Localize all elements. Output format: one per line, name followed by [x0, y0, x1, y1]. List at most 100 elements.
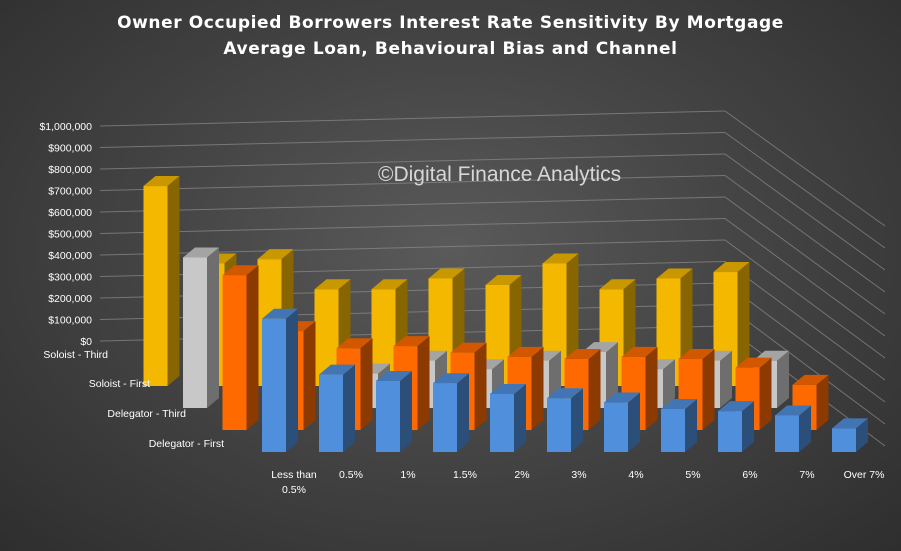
gridline-side [724, 261, 886, 381]
bar-side [474, 342, 487, 430]
bar-side [400, 371, 412, 452]
gridline-side [724, 110, 886, 227]
bar [718, 401, 754, 452]
bar-top [393, 336, 430, 347]
category-label: 1% [400, 469, 415, 481]
bar [713, 262, 750, 386]
gridline [99, 153, 726, 170]
y-tick-label: $100,000 [48, 315, 92, 327]
bar-side [685, 399, 697, 452]
y-tick-label: $900,000 [48, 143, 92, 155]
bar-side [531, 346, 544, 430]
bar [490, 383, 526, 452]
bar-front [661, 409, 685, 452]
bar-side [645, 346, 658, 430]
category-label: 1.5% [453, 469, 477, 481]
bar-top [319, 364, 355, 375]
bar-front [832, 428, 856, 452]
category-label: 0.5% [339, 469, 363, 481]
gridline-side [724, 132, 886, 249]
bar-top [656, 268, 693, 279]
bar-top [450, 342, 487, 353]
bar-top [376, 371, 412, 382]
bar-front [222, 275, 247, 430]
series-label: Soloist - First [89, 378, 150, 390]
bar-top [222, 265, 259, 276]
y-axis: $0 $100,000 $200,000 $300,000 $400,000 $500,0… [39, 121, 92, 348]
bar [832, 418, 868, 452]
gridline [99, 175, 726, 191]
bar-top [183, 247, 219, 258]
bar-top [661, 399, 697, 409]
bar-top [490, 383, 526, 394]
gridline [99, 196, 726, 213]
bar-side [606, 342, 618, 408]
bar-front [547, 398, 571, 452]
category-label: Less than [271, 469, 317, 481]
gridline-side [724, 239, 886, 359]
bar-side [816, 374, 829, 430]
series-label: Delegator - First [149, 438, 224, 450]
bars [143, 176, 868, 452]
bar [433, 373, 469, 452]
gridline [99, 218, 726, 234]
bar-front [433, 383, 457, 452]
bar-side [167, 176, 180, 386]
series-labels: Soloist - Third Soloist - First Delegator … [43, 349, 224, 450]
bar-top [547, 388, 583, 399]
bar [183, 247, 219, 408]
chart-title-line-1: Owner Occupied Borrowers Interest Rate S… [117, 13, 784, 33]
bar-side [286, 308, 298, 452]
bar-side [246, 265, 259, 430]
bar-top [678, 349, 715, 360]
bar-front [376, 381, 400, 452]
bar-front [183, 257, 207, 408]
y-tick-label: $300,000 [48, 272, 92, 284]
bar-top [262, 308, 298, 319]
category-label: 4% [628, 469, 643, 481]
bar-top [718, 401, 754, 412]
bar-side [856, 418, 868, 452]
gridline-side [724, 218, 886, 337]
bar [143, 176, 180, 386]
gridline-side [724, 153, 886, 271]
bar-side [343, 364, 355, 452]
category-label: 7% [799, 469, 814, 481]
bar-top [485, 274, 522, 285]
bar [319, 364, 355, 452]
bar-top [735, 357, 772, 368]
bar-front [143, 186, 168, 386]
bar-front [319, 374, 343, 452]
bar-top [621, 346, 658, 357]
gridline-side [724, 196, 886, 315]
gridline-side [724, 175, 886, 293]
category-label: Over 7% [844, 469, 885, 481]
y-tick-label: $800,000 [48, 164, 92, 176]
bar-front [604, 402, 628, 452]
bar-side [207, 247, 219, 408]
bar-front [775, 415, 799, 452]
bar-front [490, 393, 514, 452]
bar-top [792, 374, 829, 385]
y-tick-label: $500,000 [48, 229, 92, 241]
y-tick-label: $0 [80, 336, 92, 348]
bar-side [360, 338, 373, 430]
bar-side [799, 405, 811, 452]
y-tick-label: $400,000 [48, 250, 92, 262]
bar-top [257, 249, 294, 260]
bar-side [777, 350, 789, 408]
y-tick-label: $600,000 [48, 207, 92, 219]
bar-side [742, 401, 754, 452]
category-label: 6% [742, 469, 757, 481]
bar-front [718, 411, 742, 452]
bar [661, 399, 697, 452]
bar [775, 405, 811, 452]
gridline-side [724, 282, 886, 403]
y-tick-label: $200,000 [48, 293, 92, 305]
category-label: 0.5% [282, 484, 306, 496]
bar-side [588, 349, 601, 430]
series-label: Delegator - Third [107, 408, 186, 420]
gridline-side [724, 304, 886, 425]
